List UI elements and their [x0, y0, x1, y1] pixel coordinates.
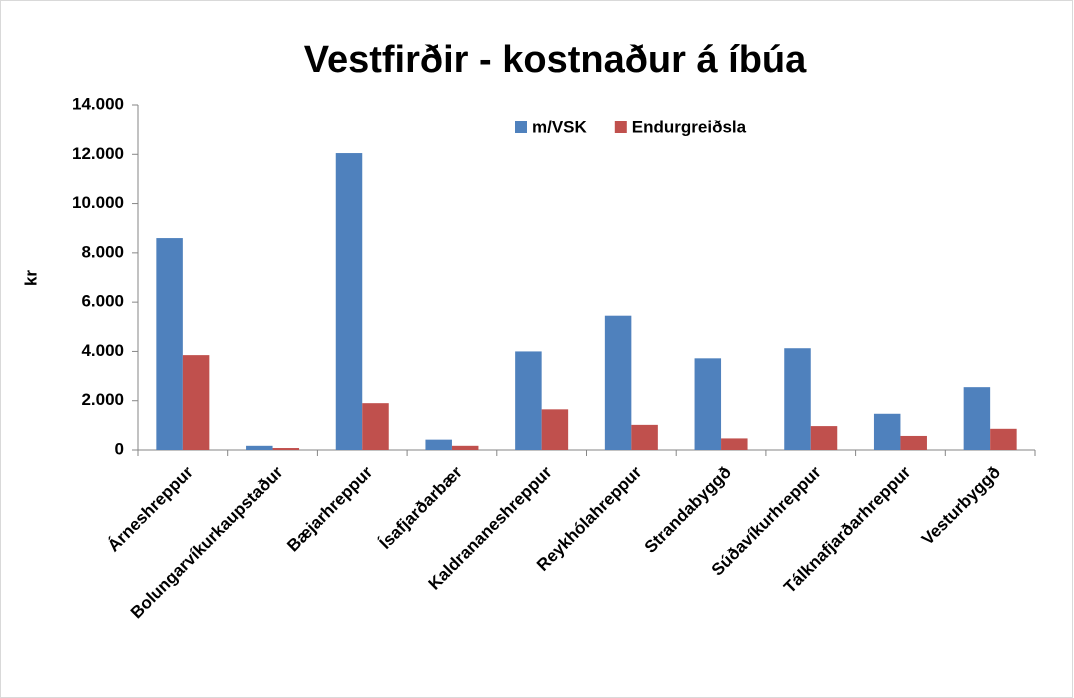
y-tick-label: 4.000 — [81, 341, 124, 360]
y-tick-label: 6.000 — [81, 292, 124, 311]
y-tick-label: 12.000 — [72, 144, 124, 163]
bar — [990, 428, 1017, 450]
legend-label: Endurgreiðsla — [632, 117, 747, 136]
bar — [784, 348, 811, 450]
bar — [515, 351, 542, 450]
legend-label: m/VSK — [532, 117, 588, 136]
bar — [362, 403, 389, 450]
bar — [721, 438, 748, 450]
y-tick-label: 10.000 — [72, 193, 124, 212]
bar — [182, 355, 210, 450]
bar — [246, 445, 273, 450]
bar — [541, 409, 569, 450]
bar — [873, 413, 901, 450]
bar — [156, 238, 183, 450]
bar — [451, 445, 479, 450]
legend-swatch — [614, 121, 627, 133]
y-axis-label: kr — [21, 270, 40, 286]
bar — [900, 435, 927, 450]
y-tick-label: 8.000 — [81, 242, 124, 261]
bar — [631, 424, 658, 450]
bar — [694, 358, 722, 450]
bar — [335, 153, 363, 450]
legend-swatch — [515, 121, 527, 133]
bar — [604, 315, 632, 450]
y-tick-label: 0 — [115, 439, 124, 458]
y-tick-label: 2.000 — [81, 390, 124, 409]
bar — [810, 426, 838, 450]
chart-title: Vestfirðir - kostnaður á íbúa — [304, 39, 807, 81]
y-tick-label: 14.000 — [72, 94, 124, 113]
bar — [272, 448, 300, 450]
bar — [425, 439, 452, 450]
bar — [963, 387, 991, 450]
